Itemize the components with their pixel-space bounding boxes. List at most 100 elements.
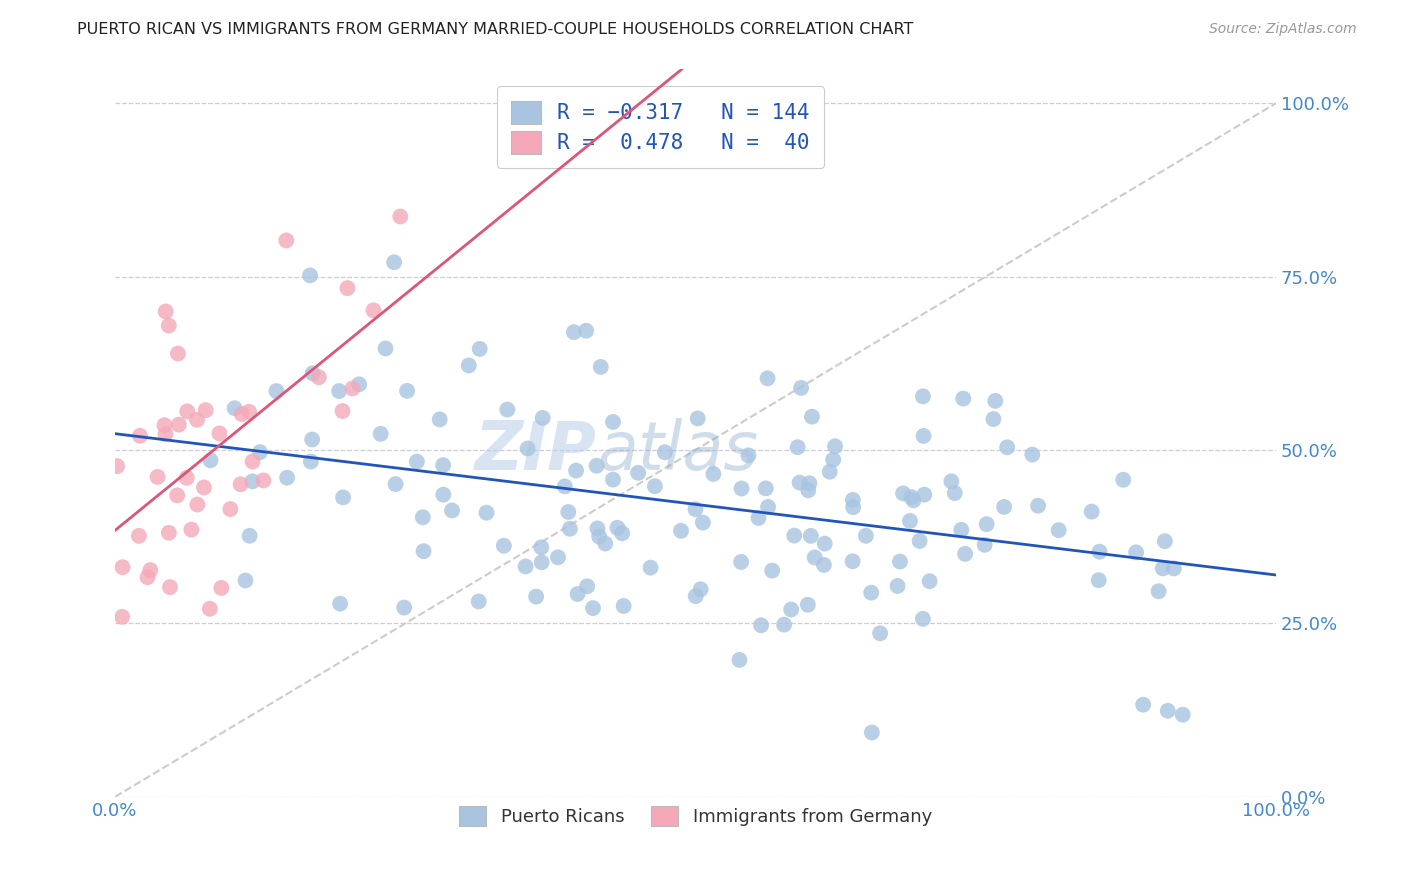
Point (891, 486, 914, 500)
Point (111, 560, 134, 574)
Point (329, 597, 352, 611)
Point (139, 563, 162, 577)
Point (392, 600, 415, 615)
Point (749, 618, 772, 632)
Text: Source: ZipAtlas.com: Source: ZipAtlas.com (1209, 22, 1357, 37)
Point (800, 409, 823, 424)
Point (593, 536, 616, 550)
Point (747, 511, 769, 525)
Point (176, 471, 198, 485)
Point (249, 445, 271, 459)
Point (613, 599, 636, 613)
Point (155, 304, 177, 318)
Point (554, 479, 576, 493)
Point (363, 303, 385, 318)
Point (496, 402, 519, 417)
Point (128, 529, 150, 543)
Point (995, 440, 1018, 454)
Point (818, 465, 841, 479)
Point (1087, 573, 1109, 587)
Point (441, 503, 464, 517)
Point (129, 429, 152, 443)
Point (984, 393, 1007, 408)
Point (299, 454, 322, 468)
Point (912, 488, 935, 502)
Point (200, 453, 222, 467)
Point (814, 536, 837, 550)
Point (761, 564, 783, 578)
Point (475, 506, 498, 520)
Point (582, 601, 605, 615)
Point (276, 234, 298, 248)
Point (790, 381, 813, 395)
Point (242, 454, 264, 468)
Point (756, 371, 779, 385)
Point (167, 417, 190, 432)
Point (898, 514, 921, 528)
Point (823, 452, 845, 467)
Point (950, 523, 973, 537)
Point (654, 445, 676, 459)
Point (730, 482, 752, 496)
Point (797, 598, 820, 612)
Point (799, 476, 821, 491)
Point (299, 268, 322, 283)
Point (370, 426, 392, 441)
Point (342, 381, 364, 395)
Point (686, 411, 709, 425)
Point (252, 474, 274, 488)
Point (602, 415, 624, 429)
Point (530, 555, 553, 569)
Point (332, 404, 354, 418)
Point (855, 529, 877, 543)
Point (824, 439, 846, 453)
Point (943, 486, 966, 500)
Point (562, 325, 585, 339)
Point (208, 426, 231, 441)
Text: atlas: atlas (596, 417, 758, 483)
Point (432, 458, 454, 472)
Point (565, 464, 588, 478)
Point (976, 517, 998, 532)
Point (328, 384, 350, 398)
Point (803, 550, 825, 565)
Point (347, 377, 370, 392)
Point (612, 526, 634, 541)
Point (432, 488, 454, 502)
Point (586, 521, 609, 535)
Point (239, 529, 262, 543)
Point (952, 392, 974, 406)
Point (1112, 473, 1135, 487)
Point (780, 602, 803, 616)
Point (374, 342, 396, 356)
Point (585, 458, 607, 473)
Point (1047, 523, 1070, 537)
Point (1171, 707, 1194, 722)
Point (1021, 448, 1043, 462)
Point (457, 359, 479, 373)
Point (702, 467, 724, 481)
Point (176, 404, 198, 418)
Point (737, 449, 759, 463)
Point (627, 466, 650, 480)
Point (588, 530, 610, 544)
Point (406, 455, 429, 469)
Point (1088, 544, 1111, 558)
Point (860, 725, 883, 739)
Legend: Puerto Ricans, Immigrants from Germany: Puerto Ricans, Immigrants from Germany (450, 797, 941, 835)
Point (860, 585, 883, 599)
Point (238, 405, 260, 419)
Point (301, 366, 323, 380)
Point (157, 525, 180, 540)
Point (524, 590, 547, 604)
Point (842, 500, 865, 515)
Point (155, 427, 177, 442)
Point (756, 500, 779, 514)
Point (813, 558, 835, 572)
Point (557, 505, 579, 519)
Point (783, 528, 806, 542)
Point (547, 550, 569, 565)
Point (308, 370, 330, 384)
Point (105, 459, 128, 474)
Point (516, 442, 538, 456)
